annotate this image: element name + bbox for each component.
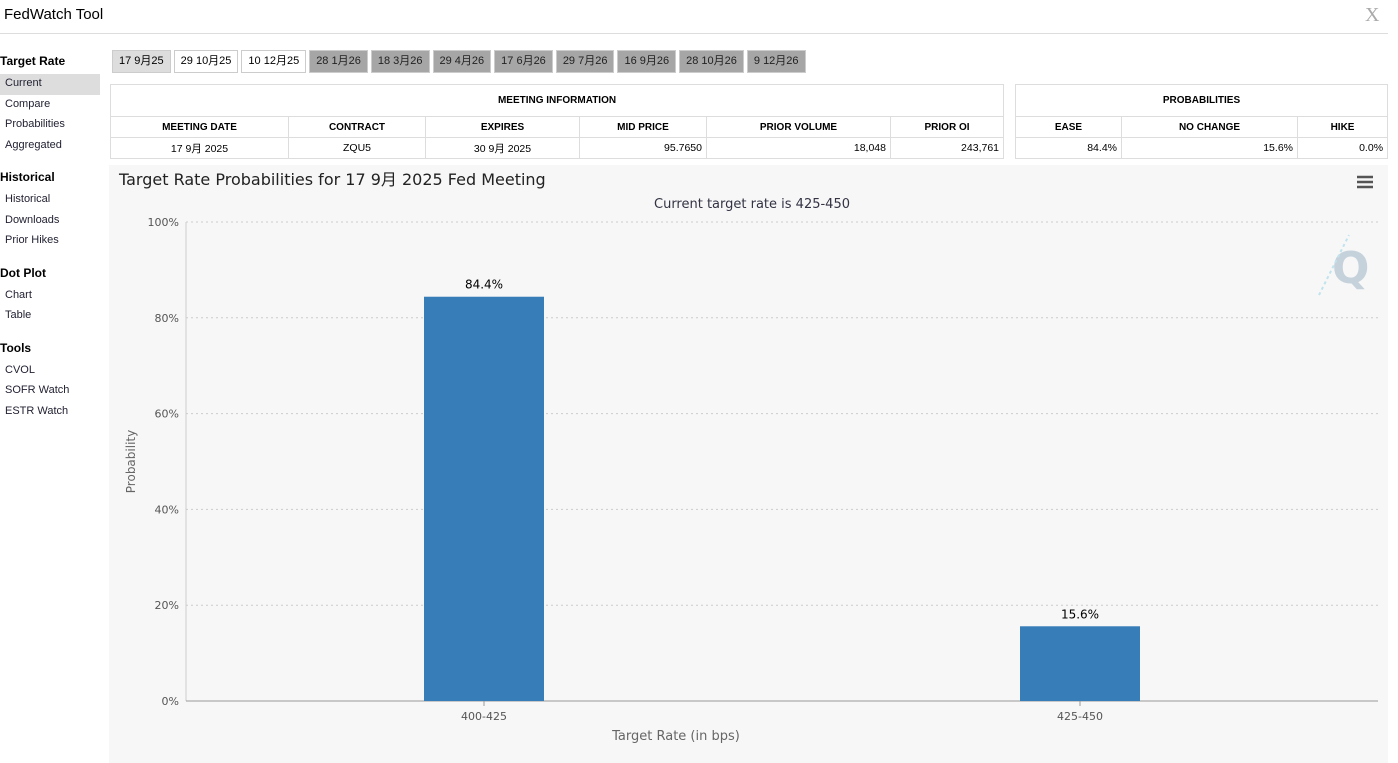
- chart-title: Target Rate Probabilities for 17 9月 2025…: [118, 170, 546, 189]
- sidebar-link[interactable]: Prior Hikes: [5, 234, 59, 246]
- header-row: EASE NO CHANGE HIKE: [1015, 116, 1389, 138]
- meeting-tab[interactable]: 18 3月26: [370, 50, 430, 73]
- y-tick-label: 60%: [155, 408, 179, 421]
- header-row: MEETING DATE CONTRACT EXPIRES MID PRICE PRIO…: [110, 116, 1005, 138]
- watermark-logo: Q: [1318, 234, 1369, 296]
- table-cell: 15.6%: [1121, 137, 1298, 159]
- x-axis-label: Target Rate (in bps): [611, 729, 740, 744]
- table-title-row: MEETING INFORMATION: [109, 84, 1005, 117]
- column-header: HIKE: [1296, 116, 1389, 138]
- y-tick-label: 20%: [155, 599, 179, 612]
- meeting-table: MEETING INFORMATION MEETING DATE CONTRACT E…: [109, 84, 1005, 159]
- table-cell: 95.7650: [579, 137, 707, 159]
- y-tick-label: 40%: [155, 503, 179, 516]
- table-cell: 84.4%: [1015, 137, 1122, 159]
- y-tick-label: 0%: [162, 695, 179, 708]
- column-header: PRIOR VOLUME: [706, 116, 891, 138]
- data-row: 84.4% 15.6% 0.0%: [1015, 137, 1389, 159]
- table-title-row: PROBABILITIES: [1014, 84, 1389, 117]
- meeting-tab[interactable]: 17 9月25: [112, 50, 171, 73]
- table-title: PROBABILITIES: [1014, 84, 1389, 117]
- sidebar-group: Dot Plot Chart Table: [0, 264, 100, 327]
- sidebar-group: Tools CVOL SOFR Watch ESTR Watch: [0, 339, 100, 423]
- meeting-tab[interactable]: 17 6月26: [494, 50, 553, 73]
- data-label: 15.6%: [1061, 607, 1099, 621]
- sidebar-group: Historical Historical Downloads Prior Hikes: [0, 168, 100, 252]
- chart-background: [109, 165, 1388, 763]
- table-cell: 18,048: [706, 137, 891, 159]
- app-title: FedWatch Tool: [4, 6, 104, 23]
- close-button[interactable]: X: [1365, 4, 1380, 26]
- table-cell: 0.0%: [1296, 137, 1389, 159]
- y-tick-label: 100%: [148, 216, 179, 229]
- sidebar-link[interactable]: Historical: [5, 193, 51, 205]
- table-cell: 243,761: [889, 137, 1005, 159]
- meeting-tab[interactable]: 9 12月26: [746, 50, 806, 73]
- sidebar-link[interactable]: SOFR Watch: [5, 384, 70, 396]
- header-bar: [0, 0, 1388, 34]
- data-row: 17 9月 2025 ZQU5 30 9月 2025 95.7650 18,048 243…: [110, 137, 1005, 159]
- sidebar-link[interactable]: Table: [5, 309, 32, 321]
- x-tick-label: 400-425: [461, 710, 507, 723]
- sidebar-heading: Target Rate: [0, 54, 66, 68]
- column-header: MID PRICE: [579, 116, 707, 138]
- sidebar-link[interactable]: Compare: [5, 97, 51, 110]
- y-axis-label: Probability: [124, 430, 138, 493]
- chart-subtitle: Current target rate is 425-450: [654, 197, 850, 212]
- sidebar-group: Target Rate Current Compare Probabilities Ag…: [0, 52, 100, 156]
- x-tick-label: 425-450: [1057, 710, 1103, 723]
- column-header: MEETING DATE: [110, 116, 289, 138]
- data-label: 84.4%: [465, 278, 503, 292]
- sidebar-link[interactable]: Probabilities: [5, 118, 65, 130]
- column-header: PRIOR OI: [889, 116, 1005, 138]
- sidebar-link[interactable]: Current: [0, 74, 100, 95]
- meeting-tab[interactable]: 10 12月25: [241, 50, 307, 73]
- sidebar-link[interactable]: Aggregated: [5, 138, 62, 151]
- probabilities-table: PROBABILITIES EASE NO CHANGE HIKE 84.4% 15.6%…: [1014, 84, 1389, 159]
- sidebar-heading: Tools: [0, 340, 32, 355]
- sidebar-link[interactable]: CVOL: [5, 363, 35, 376]
- chart: Q Target Rate Probabilities for 17 9月 20…: [109, 165, 1388, 763]
- svg-text:Q: Q: [1332, 243, 1369, 294]
- menu-icon[interactable]: [1357, 175, 1373, 189]
- meeting-tab[interactable]: 16 9月26: [617, 50, 677, 73]
- column-header: NO CHANGE: [1121, 116, 1298, 138]
- table-body: MEETING INFORMATION MEETING DATE CONTRACT E…: [109, 84, 1005, 159]
- table-body: PROBABILITIES EASE NO CHANGE HIKE 84.4% 15.6%…: [1014, 84, 1389, 159]
- column-header: EASE: [1015, 116, 1122, 138]
- bar: [1020, 626, 1140, 701]
- y-tick-label: 80%: [155, 312, 179, 325]
- column-header: CONTRACT: [288, 116, 426, 138]
- column-header: EXPIRES: [425, 116, 580, 138]
- sidebar-heading: Dot Plot: [0, 265, 46, 280]
- table-cell: 30 9月 2025: [425, 137, 580, 159]
- sidebar-heading: Historical: [0, 170, 55, 184]
- table-cell: 17 9月 2025: [110, 137, 289, 159]
- meeting-tab[interactable]: 29 4月26: [432, 50, 492, 73]
- table-cell: ZQU5: [288, 137, 426, 159]
- meeting-tab[interactable]: 29 7月26: [555, 50, 615, 73]
- meeting-tab[interactable]: 28 1月26: [309, 50, 368, 73]
- meeting-tab[interactable]: 28 10月26: [679, 50, 744, 73]
- sidebar-link[interactable]: Chart: [5, 288, 32, 301]
- meeting-tabs: 17 9月25 29 10月25 10 12月25 28 1月26 18 3月26 29 …: [112, 50, 806, 73]
- sidebar-link[interactable]: ESTR Watch: [5, 404, 69, 417]
- sidebar: Target Rate Current Compare Probabilities Ag…: [0, 52, 100, 434]
- sidebar-link[interactable]: Downloads: [5, 213, 60, 226]
- bar: [424, 296, 544, 701]
- table-title: MEETING INFORMATION: [109, 84, 1005, 117]
- meeting-tab[interactable]: 29 10月25: [173, 50, 239, 73]
